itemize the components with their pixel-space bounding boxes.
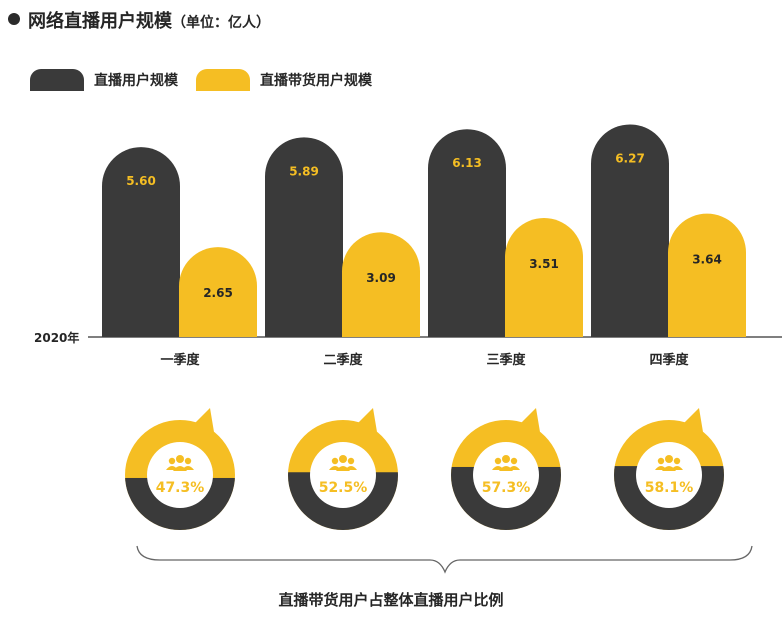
ratio-caption: 直播带货用户占整体直播用户比例	[278, 591, 504, 609]
bar-commerce-users-3	[505, 218, 583, 337]
category-label-1: 一季度	[160, 352, 200, 368]
people-group-icon-2	[339, 455, 347, 463]
ratio-donut-hole-2	[310, 442, 376, 508]
data-label-commerce-users-3: 3.51	[529, 257, 559, 271]
data-label-commerce-users-2: 3.09	[366, 271, 396, 285]
data-label-commerce-users-1: 2.65	[203, 286, 233, 300]
people-group-icon-head-right-2	[347, 457, 355, 465]
legend-label-commerce-users: 直播带货用户规模	[260, 73, 372, 89]
data-label-live-users-1: 5.60	[126, 174, 156, 188]
bar-live-users-1	[102, 147, 180, 337]
ratio-donut-tab-1	[194, 408, 214, 432]
ratio-label-3: 57.3%	[482, 480, 531, 496]
bar-live-users-2	[265, 137, 343, 337]
people-group-icon-body-center-2	[336, 466, 350, 471]
category-label-2: 二季度	[323, 352, 363, 368]
title-text: 网络直播用户规模	[28, 11, 172, 32]
bar-commerce-users-4	[668, 213, 746, 337]
category-label-3: 三季度	[486, 352, 526, 368]
bar-commerce-users-1	[179, 247, 257, 337]
people-group-icon-head-right-4	[673, 457, 681, 465]
people-group-icon-head-right-1	[184, 457, 192, 465]
people-group-icon-head-left-3	[494, 457, 502, 465]
bar-live-users-4	[591, 124, 669, 337]
people-group-icon-body-center-4	[662, 466, 676, 471]
people-group-icon-head-left-1	[168, 457, 176, 465]
ratio-donut-hole-4	[636, 442, 702, 508]
data-label-commerce-users-4: 3.64	[692, 253, 722, 267]
bracket-line	[136, 545, 753, 574]
legend-item-live-users: 直播用户规模	[30, 69, 178, 91]
people-group-icon-4	[665, 455, 673, 463]
bar-commerce-users-2	[342, 232, 420, 337]
ratio-donut-hole-3	[473, 442, 539, 508]
category-label-4: 四季度	[649, 352, 689, 368]
year-label: 2020年	[34, 330, 79, 345]
title-unit: （单位：亿人）	[172, 15, 270, 31]
legend-item-commerce-users: 直播带货用户规模	[196, 69, 372, 91]
chart-title: 网络直播用户规模（单位：亿人）	[28, 7, 270, 33]
legend-swatch-dark	[30, 69, 84, 91]
legend-swatch-yellow	[196, 69, 250, 91]
ratio-donut-tab-2	[357, 408, 377, 432]
people-group-icon-body-center-3	[499, 466, 513, 471]
people-group-icon-1	[176, 455, 184, 463]
people-group-icon-head-right-3	[510, 457, 518, 465]
title-bullet-icon	[8, 13, 20, 25]
ratio-label-1: 47.3%	[156, 480, 205, 496]
people-group-icon-3	[502, 455, 510, 463]
ratio-label-2: 52.5%	[319, 480, 368, 496]
data-label-live-users-3: 6.13	[452, 156, 482, 170]
data-label-live-users-2: 5.89	[289, 164, 319, 178]
ratio-donut-tab-4	[683, 408, 703, 432]
ratio-label-4: 58.1%	[645, 480, 694, 496]
people-group-icon-head-left-2	[331, 457, 339, 465]
people-group-icon-head-left-4	[657, 457, 665, 465]
bar-live-users-3	[428, 129, 506, 337]
data-label-live-users-4: 6.27	[615, 151, 645, 165]
ratio-donut-tab-3	[520, 408, 540, 432]
ratio-donut-hole-1	[147, 442, 213, 508]
legend-label-live-users: 直播用户规模	[94, 73, 178, 89]
people-group-icon-body-center-1	[173, 466, 187, 471]
